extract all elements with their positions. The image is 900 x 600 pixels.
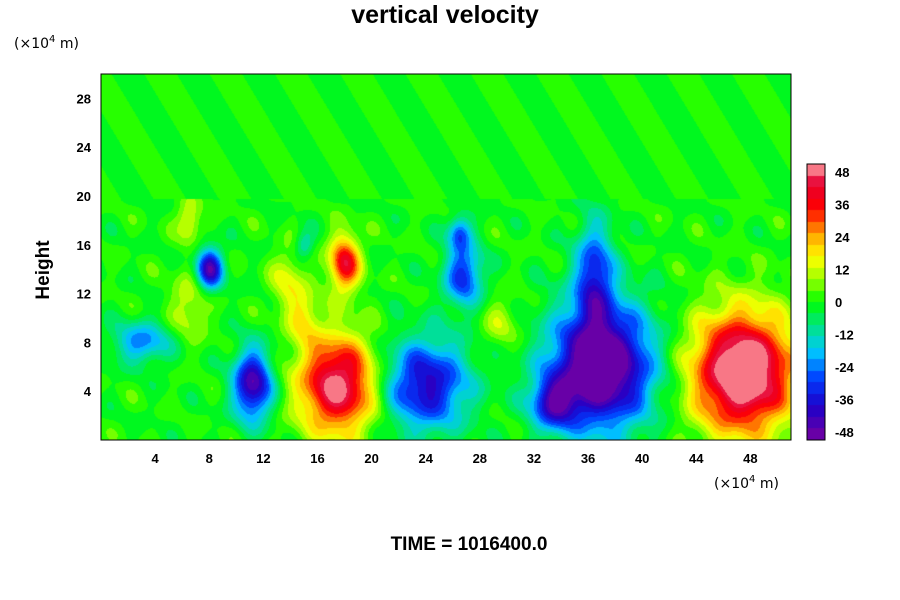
y-tick-label: 20 (77, 189, 91, 204)
colorbar-frame (806, 163, 826, 441)
colorbar-tick-label: -12 (835, 328, 854, 343)
x-tick-label: 20 (364, 451, 378, 466)
x-tick-label: 12 (256, 451, 270, 466)
contour-field (101, 74, 791, 440)
colorbar-tick-label: -48 (835, 425, 854, 440)
x-tick-label: 40 (635, 451, 649, 466)
x-tick-label: 44 (689, 451, 704, 466)
y-tick-label: 16 (77, 238, 91, 253)
y-tick-label: 8 (84, 335, 91, 350)
colorbar-ticks: 48 36 24 12 0 -12 -24 -36 -48 (835, 165, 855, 440)
x-tick-label: 48 (743, 451, 757, 466)
x-tick-label: 8 (206, 451, 213, 466)
colorbar-tick-label: 0 (835, 295, 842, 310)
x-tick-label: 4 (152, 451, 160, 466)
colorbar-tick-label: 36 (835, 198, 849, 213)
y-axis-ticks: 4 8 12 16 20 24 28 (77, 91, 92, 399)
y-tick-label: 12 (77, 287, 91, 302)
x-axis-unit: (×104 m) (714, 474, 779, 492)
y-tick-label: 28 (77, 91, 91, 106)
x-tick-label: 32 (527, 451, 541, 466)
time-label: TIME = 1016400.0 (391, 534, 548, 555)
colorbar-tick-label: 24 (835, 230, 850, 245)
colorbar-tick-label: -24 (835, 360, 855, 375)
chart-title: vertical velocity (351, 1, 539, 29)
colorbar-tick-label: 48 (835, 165, 849, 180)
y-axis-label: Height (33, 240, 54, 300)
y-tick-label: 4 (84, 384, 92, 399)
colorbar-tick-label: -36 (835, 393, 854, 408)
y-tick-label: 24 (77, 140, 92, 155)
x-tick-label: 24 (418, 451, 433, 466)
colorbar-tick-label: 12 (835, 263, 849, 278)
plot-frame (100, 73, 792, 441)
x-tick-label: 28 (473, 451, 487, 466)
x-axis-ticks: 4 8 12 16 20 24 28 32 36 40 44 48 (152, 451, 758, 466)
x-tick-label: 36 (581, 451, 595, 466)
colorbar (807, 164, 825, 440)
y-axis-unit: (×104 m) (14, 34, 79, 52)
x-tick-label: 16 (310, 451, 324, 466)
